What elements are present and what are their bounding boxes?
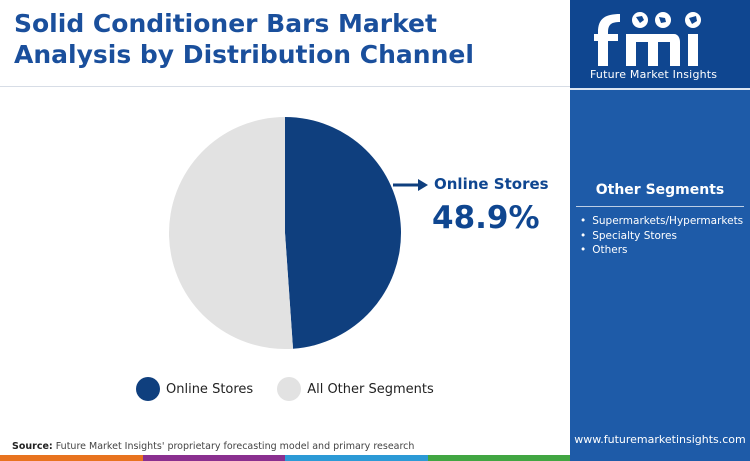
- source-text: Future Market Insights' proprietary fore…: [55, 441, 415, 452]
- pie-slices: [168, 117, 401, 349]
- chart-legend: Online Stores All Other Segments: [136, 377, 458, 401]
- pie-chart: [168, 117, 428, 349]
- annotation-label: Online Stores: [434, 175, 549, 193]
- legend-swatch-online-stores: [136, 377, 160, 401]
- legend-swatch-other-segments: [277, 377, 302, 401]
- annotation-value: 48.9%: [432, 200, 540, 236]
- title-line-1: Solid Conditioner Bars Market: [14, 9, 437, 38]
- legend-item-other-segments: All Other Segments: [277, 377, 434, 401]
- bottom-color-bar: [0, 455, 570, 461]
- legend-label-other-segments: All Other Segments: [307, 381, 434, 397]
- list-item: Supermarkets/Hypermarkets: [580, 214, 743, 229]
- source-note: Source: Future Market Insights' propriet…: [12, 441, 414, 452]
- bottom-bar-segment: [142, 455, 285, 461]
- bottom-bar-segment: [427, 455, 570, 461]
- other-segments-list: Supermarkets/Hypermarkets Specialty Stor…: [580, 214, 743, 258]
- list-item: Specialty Stores: [580, 229, 743, 244]
- page-title: Solid Conditioner Bars Market Analysis b…: [14, 8, 559, 70]
- annotation-arrow: [393, 179, 428, 191]
- main-panel: Solid Conditioner Bars Market Analysis b…: [0, 8, 570, 461]
- legend-item-online-stores: Online Stores: [136, 377, 253, 401]
- title-line-2: Analysis by Distribution Channel: [14, 40, 474, 69]
- website-link[interactable]: www.futuremarketinsights.com: [574, 433, 746, 446]
- source-label: Source:: [12, 441, 53, 452]
- bottom-bar-segment: [285, 455, 428, 461]
- pie-slice-all-other-segments: [168, 117, 294, 349]
- sidebar: Future Market Insights Other Segments Su…: [570, 0, 750, 461]
- list-item: Others: [580, 243, 743, 258]
- legend-label-online-stores: Online Stores: [166, 381, 254, 397]
- sidebar-divider: [570, 88, 750, 90]
- other-segments-divider: [576, 206, 744, 207]
- pie-slice-online-stores: [285, 117, 401, 349]
- other-segments-heading: Other Segments: [595, 182, 725, 198]
- bottom-bar-segment: [0, 455, 143, 461]
- fmi-logo-icon: [594, 12, 701, 66]
- logo-text: Future Market Insights: [590, 68, 718, 81]
- title-divider: [0, 86, 570, 87]
